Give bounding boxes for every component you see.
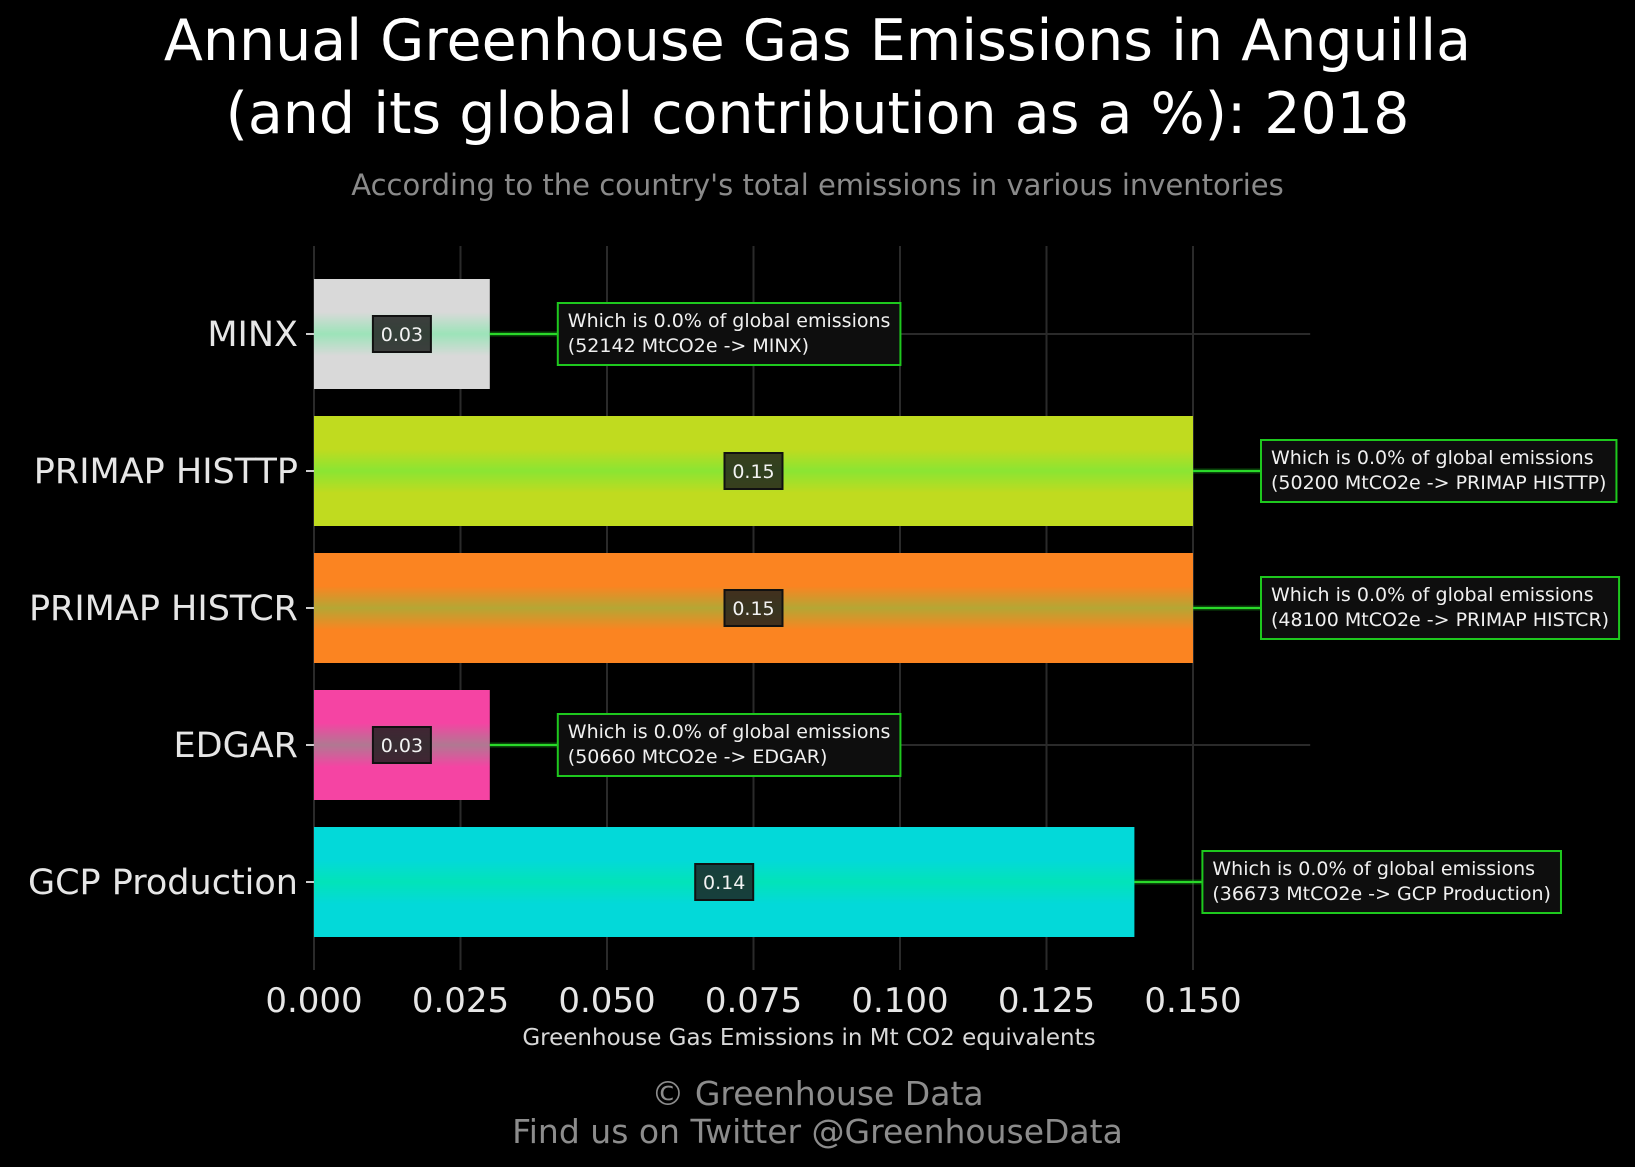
annotation: Which is 0.0% of global emissions (52142 … [556, 302, 902, 366]
footer-twitter: Find us on Twitter @GreenhouseData [512, 1112, 1123, 1151]
y-tick-label: MINX [207, 315, 298, 355]
x-axis-label: Greenhouse Gas Emissions in Mt CO2 equiv… [522, 1025, 1096, 1051]
annotation-box [556, 713, 902, 777]
annotation-line-2: (52142 MtCO2e -> MINX) [568, 335, 809, 357]
annotation-box [556, 302, 902, 366]
annotation-line-1: Which is 0.0% of global emissions [568, 721, 891, 743]
value-label: 0.15 [732, 461, 774, 483]
labels: 0.000 0.025 0.050 0.075 0.100 0.125 0.150 MINX 0… [28, 302, 1621, 1021]
y-tick-label: GCP Production [28, 863, 298, 903]
annotation: Which is 0.0% of global emissions (48100 … [1260, 576, 1621, 640]
annotation-line-1: Which is 0.0% of global emissions [568, 310, 891, 332]
annotation-box [1201, 850, 1562, 914]
footer-copyright: © Greenhouse Data [651, 1074, 984, 1113]
x-tick-label: 0.100 [851, 981, 948, 1021]
annotation-line-1: Which is 0.0% of global emissions [1271, 447, 1594, 469]
annotation: Which is 0.0% of global emissions (50660 … [556, 713, 902, 777]
chart-subtitle: According to the country's total emissio… [351, 168, 1284, 202]
annotation-line-1: Which is 0.0% of global emissions [1212, 858, 1535, 880]
value-label: 0.03 [381, 735, 423, 757]
value-label-box [371, 315, 432, 353]
annotation-line-2: (50200 MtCO2e -> PRIMAP HISTTP) [1271, 472, 1606, 494]
value-label: 0.14 [703, 872, 745, 894]
chart-title-line-2: (and its global contribution as a %): 20… [225, 81, 1410, 147]
chart-title-line-1: Annual Greenhouse Gas Emissions in Angui… [163, 8, 1472, 74]
annotation: Which is 0.0% of global emissions (36673 … [1201, 850, 1562, 914]
x-tick-label: 0.075 [705, 981, 802, 1021]
x-tick-label: 0.125 [998, 981, 1095, 1021]
annotation-line-2: (36673 MtCO2e -> GCP Production) [1212, 883, 1551, 905]
annotation: Which is 0.0% of global emissions (50200 … [1260, 439, 1618, 503]
annotation-box [1260, 576, 1621, 640]
x-tick-label: 0.000 [265, 981, 362, 1021]
x-tick-label: 0.025 [412, 981, 509, 1021]
annotation-line-2: (48100 MtCO2e -> PRIMAP HISTCR) [1271, 609, 1609, 631]
value-label: 0.15 [732, 598, 774, 620]
value-label-box [723, 589, 784, 627]
annotation-line-2: (50660 MtCO2e -> EDGAR) [568, 746, 828, 768]
annotation-box [1260, 439, 1618, 503]
value-label-box [723, 452, 784, 490]
y-tick-label: PRIMAP HISTTP [34, 452, 298, 492]
x-tick-label: 0.150 [1144, 981, 1241, 1021]
annotation-line-1: Which is 0.0% of global emissions [1271, 584, 1594, 606]
x-tick-label: 0.050 [558, 981, 655, 1021]
value-label-box [694, 863, 755, 901]
value-label: 0.03 [381, 324, 423, 346]
value-label-box [371, 726, 432, 764]
y-tick-label: EDGAR [174, 726, 298, 766]
y-tick-label: PRIMAP HISTCR [29, 589, 298, 629]
